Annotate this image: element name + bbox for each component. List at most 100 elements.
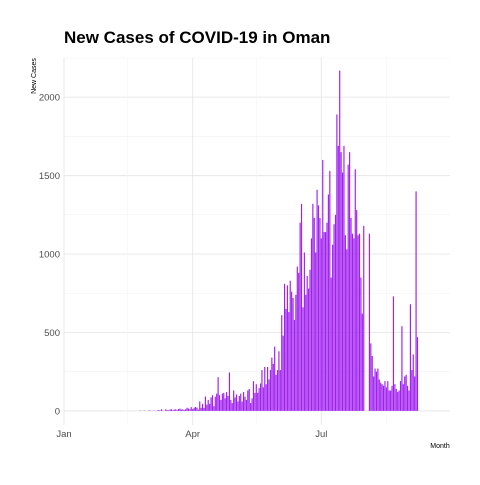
x-tick-label: Jan bbox=[56, 429, 71, 440]
bar bbox=[380, 383, 381, 411]
bar bbox=[408, 391, 409, 411]
bar bbox=[167, 410, 168, 411]
bar bbox=[400, 381, 401, 411]
bar bbox=[332, 245, 333, 411]
bar bbox=[171, 409, 172, 411]
bar bbox=[270, 370, 271, 411]
bar bbox=[404, 376, 405, 411]
x-axis-ticks: Jan Apr Jul bbox=[56, 429, 327, 440]
bar bbox=[261, 370, 262, 411]
bar bbox=[331, 278, 332, 411]
bar bbox=[247, 391, 248, 411]
bar bbox=[215, 397, 216, 411]
x-tick-label: Apr bbox=[185, 429, 200, 440]
bar bbox=[394, 384, 395, 411]
bar bbox=[264, 367, 265, 411]
bar bbox=[352, 234, 353, 411]
bar bbox=[278, 351, 279, 411]
bar bbox=[307, 276, 308, 411]
bar bbox=[328, 194, 329, 410]
bar bbox=[305, 295, 306, 411]
bar bbox=[267, 367, 268, 411]
bar bbox=[175, 409, 176, 411]
bar bbox=[370, 343, 371, 410]
bar bbox=[356, 210, 357, 411]
y-tick-label: 1000 bbox=[39, 250, 60, 261]
bar bbox=[401, 326, 402, 411]
bar bbox=[301, 204, 302, 411]
bar bbox=[350, 218, 351, 411]
bar bbox=[212, 395, 213, 411]
bar bbox=[387, 381, 388, 411]
bar bbox=[196, 408, 197, 411]
bar bbox=[283, 336, 284, 411]
bar bbox=[203, 408, 204, 411]
bar bbox=[341, 152, 342, 411]
bar bbox=[210, 397, 211, 410]
bar bbox=[284, 284, 285, 411]
bar bbox=[158, 410, 159, 411]
bar bbox=[336, 114, 337, 410]
bar bbox=[359, 234, 360, 411]
bar bbox=[376, 372, 377, 411]
y-tick-label: 2000 bbox=[39, 93, 60, 104]
bar bbox=[415, 191, 416, 411]
bar bbox=[240, 394, 241, 411]
bar bbox=[333, 224, 334, 411]
bar bbox=[257, 393, 258, 411]
bar bbox=[189, 409, 190, 411]
bar bbox=[236, 394, 237, 410]
bar bbox=[226, 392, 227, 411]
bar bbox=[410, 304, 411, 411]
bar bbox=[319, 218, 320, 411]
bar bbox=[339, 71, 340, 411]
chart-title: New Cases of COVID-19 in Oman bbox=[64, 28, 330, 47]
bar bbox=[374, 369, 375, 411]
bar bbox=[343, 146, 344, 411]
bar bbox=[315, 252, 316, 410]
bar bbox=[291, 292, 292, 411]
bar bbox=[263, 387, 264, 411]
bar bbox=[396, 389, 397, 411]
bar bbox=[181, 410, 182, 411]
bar bbox=[304, 252, 305, 410]
bar bbox=[172, 410, 173, 411]
bar bbox=[177, 410, 178, 411]
bar bbox=[345, 235, 346, 411]
bar bbox=[285, 309, 286, 411]
bar bbox=[358, 235, 359, 411]
bar bbox=[411, 370, 412, 411]
bar bbox=[372, 356, 373, 411]
bar bbox=[393, 296, 394, 410]
bar bbox=[329, 171, 330, 411]
bar bbox=[377, 369, 378, 411]
bar bbox=[373, 376, 374, 411]
bar bbox=[342, 172, 343, 410]
bar bbox=[417, 337, 418, 411]
bar bbox=[338, 146, 339, 411]
bar bbox=[325, 232, 326, 411]
bar bbox=[161, 409, 162, 411]
bar bbox=[227, 396, 228, 411]
bar bbox=[382, 384, 383, 411]
x-tick-label: Jul bbox=[315, 429, 327, 440]
bar bbox=[235, 398, 236, 411]
bar bbox=[202, 404, 203, 411]
bar bbox=[246, 400, 247, 411]
bar bbox=[335, 215, 336, 411]
bar bbox=[205, 396, 206, 410]
bar bbox=[399, 391, 400, 411]
bar bbox=[249, 389, 250, 411]
bar bbox=[322, 160, 323, 411]
bar bbox=[209, 404, 210, 411]
bar bbox=[271, 358, 272, 411]
bar bbox=[169, 409, 170, 410]
bar bbox=[389, 391, 390, 411]
bar bbox=[242, 401, 243, 410]
bar bbox=[188, 409, 189, 411]
bar bbox=[324, 232, 325, 411]
bar bbox=[355, 169, 356, 411]
